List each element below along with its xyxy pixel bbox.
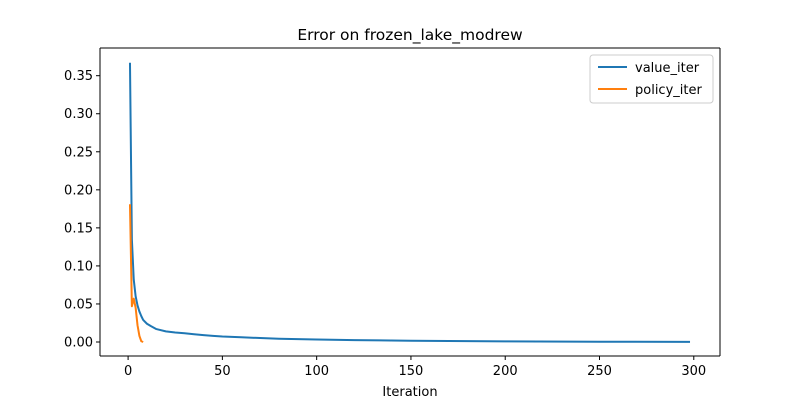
y-tick-label: 0.25	[64, 145, 93, 160]
x-tick-label: 0	[124, 364, 132, 379]
x-tick-label: 150	[399, 364, 424, 379]
x-tick-label: 300	[681, 364, 706, 379]
y-tick-label: 0.15	[64, 221, 93, 236]
legend: value_iter policy_iter	[589, 54, 714, 104]
tick-layer: 0 50 100 150 200 250 300 0.00 0.05 0.10 0.15 0.20 0.…	[64, 69, 706, 379]
series-layer	[128, 62, 691, 343]
chart-title: Error on frozen_lake_modrew	[297, 26, 523, 45]
series-line-policy-iter	[128, 204, 144, 343]
y-tick-label: 0.05	[64, 297, 93, 312]
y-tick-label: 0.35	[64, 69, 93, 84]
legend-label-policy-iter: policy_iter	[635, 83, 702, 98]
y-tick-label: 0.30	[64, 107, 93, 122]
series-line-value-iter	[128, 62, 691, 343]
x-tick-label: 50	[214, 364, 231, 379]
x-tick-label: 200	[493, 364, 518, 379]
y-tick-label: 0.00	[64, 336, 93, 351]
axes-frame	[99, 47, 721, 357]
y-tick-label: 0.10	[64, 259, 93, 274]
legend-label-value-iter: value_iter	[635, 61, 700, 76]
y-tick-label: 0.20	[64, 183, 93, 198]
x-tick-label: 250	[587, 364, 612, 379]
x-tick-label: 100	[304, 364, 329, 379]
x-axis-label: Iteration	[382, 385, 437, 400]
